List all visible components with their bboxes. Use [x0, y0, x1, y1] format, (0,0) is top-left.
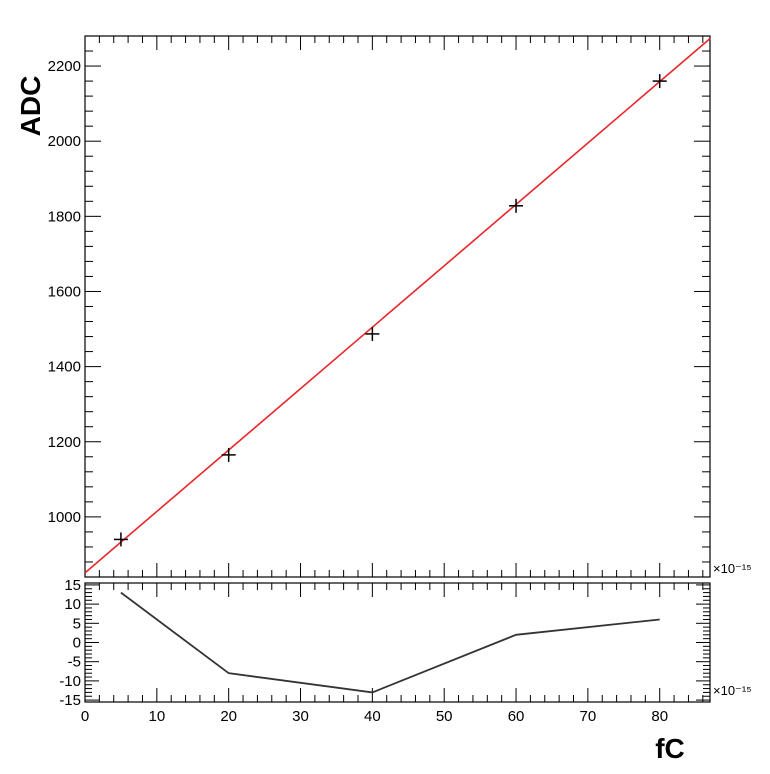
x-tick-label: 50 — [436, 708, 453, 725]
calibration-y-tick-label: 2200 — [48, 58, 81, 75]
calibration-y-tick-label: 1000 — [48, 509, 81, 526]
data-point — [509, 198, 524, 213]
calibration-y-tick-label: 1200 — [48, 434, 81, 451]
residual-y-tick-labels: -15 -10 -5 0 5 10 15 — [59, 577, 81, 709]
x-tick-label: 0 — [81, 708, 89, 725]
x-tick-label: 80 — [651, 708, 668, 725]
residual-line — [120, 591, 660, 694]
residual-panel: -15 -10 -5 0 5 10 15 0 10 20 30 40 50 60 70 80 fC ×10⁻… — [59, 577, 751, 764]
calibration-panel: 1000 1200 1400 1600 1800 2000 2200 ADC ×10⁻¹⁵ — [15, 35, 752, 578]
data-point — [365, 326, 380, 341]
top-x-exponent-label: ×10⁻¹⁵ — [713, 561, 752, 576]
y-axis-title: ADC — [15, 76, 46, 137]
residual-y-tick-label: 0 — [73, 635, 81, 652]
residual-y-tick-label: -15 — [59, 692, 81, 709]
data-point — [113, 532, 128, 547]
residual-y-tick-label: 5 — [73, 615, 81, 632]
bottom-x-exponent-label: ×10⁻¹⁵ — [713, 683, 752, 698]
data-point — [652, 74, 667, 89]
x-tick-label: 20 — [220, 708, 237, 725]
calibration-y-tick-labels: 1000 1200 1400 1600 1800 2000 2200 — [48, 58, 81, 526]
calibration-fit — [84, 38, 711, 574]
calibration-ticks — [84, 35, 710, 577]
x-tick-label: 40 — [364, 708, 381, 725]
residual-y-tick-label: 15 — [64, 577, 81, 594]
residual-y-tick-label: -5 — [68, 654, 81, 671]
residual-y-tick-label: 10 — [64, 596, 81, 613]
x-axis-title: fC — [655, 733, 685, 764]
residual-ticks — [84, 583, 710, 702]
residual-polyline — [120, 591, 660, 694]
calibration-y-tick-label: 1600 — [48, 283, 81, 300]
residual-y-tick-label: -10 — [59, 673, 81, 690]
data-point — [221, 447, 236, 462]
calibration-y-tick-label: 1800 — [48, 208, 81, 225]
calibration-y-tick-label: 2000 — [48, 133, 81, 150]
calibration-points — [113, 74, 667, 547]
x-tick-label: 10 — [148, 708, 165, 725]
x-tick-label: 60 — [508, 708, 525, 725]
fit-line — [84, 38, 711, 574]
x-tick-label: 70 — [580, 708, 597, 725]
calibration-y-tick-label: 1400 — [48, 359, 81, 376]
x-tick-label: 30 — [292, 708, 309, 725]
residual-frame — [84, 582, 711, 703]
x-tick-labels: 0 10 20 30 40 50 60 70 80 — [81, 708, 668, 725]
